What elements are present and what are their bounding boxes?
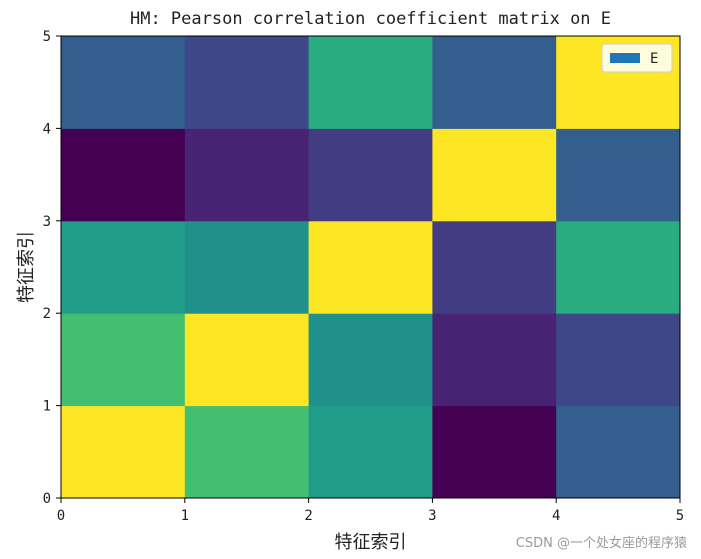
x-tick-label: 2 (304, 508, 312, 524)
heatmap-cell-r3-c2 (308, 128, 433, 222)
x-tick-label: 1 (181, 508, 189, 524)
heatmap-cell-r1-c0 (61, 313, 186, 407)
heatmap-cell-r3-c3 (432, 128, 557, 222)
legend-swatch-E (610, 53, 640, 63)
heatmap-cell-r3-c4 (556, 128, 681, 222)
heatmap-cell-r1-c1 (184, 313, 310, 407)
y-tick-label: 4 (43, 121, 51, 137)
plot-frame (60, 35, 681, 499)
legend-label-E: E (650, 51, 658, 67)
heatmap-cell-r3-c0 (61, 128, 186, 222)
x-tick-label: 3 (428, 508, 436, 524)
heatmap-cell-r1-c2 (308, 313, 433, 407)
y-tick-label: 3 (43, 214, 51, 230)
chart-title: HM: Pearson correlation coefficient matr… (130, 9, 611, 29)
heatmap-cell-r2-c0 (61, 220, 186, 314)
heatmap-cell-r0-c4 (556, 405, 681, 499)
y-tick-label: 1 (43, 399, 51, 415)
x-tick-label: 4 (552, 508, 560, 524)
heatmap-cell-r0-c3 (432, 405, 557, 499)
heatmap-cell-r1-c4 (556, 313, 681, 407)
heatmap-cell-r2-c1 (184, 220, 310, 314)
heatmap-cell-r3-c1 (184, 128, 310, 222)
heatmap-cell-r0-c2 (308, 405, 433, 499)
y-tick-label: 0 (43, 491, 51, 507)
heatmap-cells (61, 36, 681, 499)
heatmap-cell-r2-c2 (308, 220, 433, 314)
heatmap-cell-r2-c4 (556, 220, 681, 314)
watermark: CSDN @一个处女座的程序猿 (515, 536, 687, 551)
heatmap-cell-r0-c0 (61, 405, 186, 499)
heatmap-cell-r1-c3 (432, 313, 557, 407)
heatmap-cell-r4-c1 (184, 36, 310, 129)
legend: E (601, 43, 673, 73)
y-axis-ticks: 0 1 2 3 4 5 (43, 29, 61, 507)
y-tick-label: 5 (43, 29, 51, 45)
heatmap-cell-r4-c2 (308, 36, 433, 129)
heatmap-cell-r4-c3 (432, 36, 557, 129)
x-tick-label: 5 (676, 508, 684, 524)
x-axis-ticks: 0 1 2 3 4 5 (57, 498, 684, 524)
heatmap-cell-r2-c3 (432, 220, 557, 314)
x-tick-label: 0 (57, 508, 65, 524)
y-axis-label: 特征索引 (16, 231, 37, 303)
y-tick-label: 2 (43, 306, 51, 322)
heatmap-cell-r0-c1 (184, 405, 310, 499)
heatmap-cell-r4-c0 (61, 36, 186, 129)
x-axis-label: 特征索引 (335, 532, 407, 553)
